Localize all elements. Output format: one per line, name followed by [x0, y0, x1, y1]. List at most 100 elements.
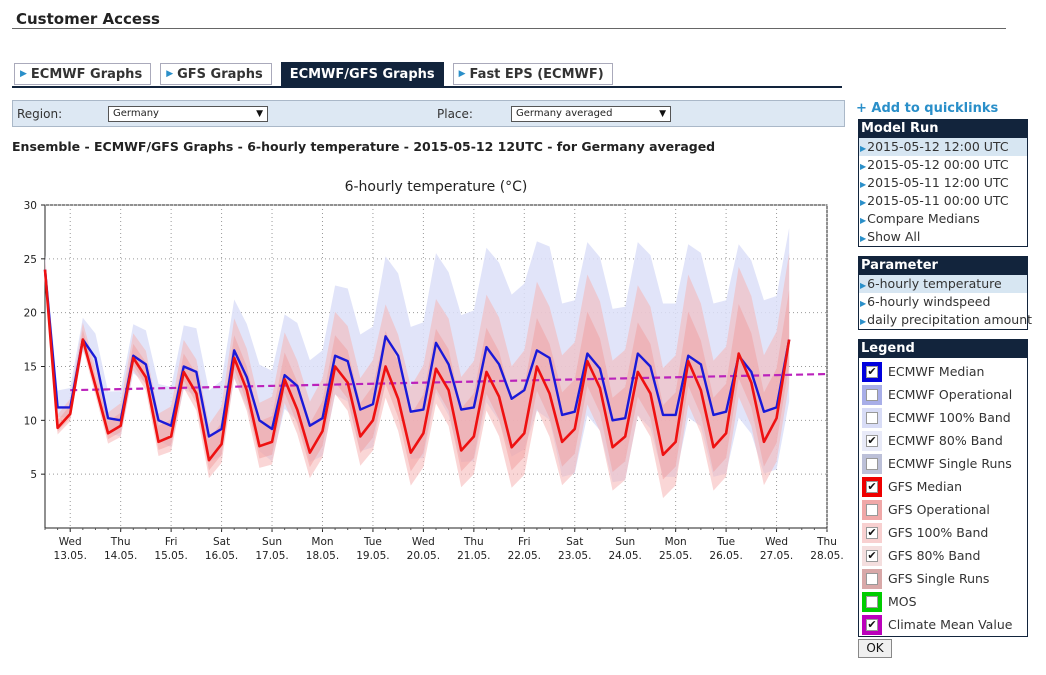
legend-item: ✔ GFS 80% Band	[859, 544, 1027, 567]
x-tick-date-label: 14.05.	[104, 550, 137, 562]
graph-tabs: ▶ ECMWF Graphs ▶ GFS Graphs ECMWF/GFS Grap…	[14, 62, 613, 87]
legend-checkbox[interactable]: ✔	[862, 361, 882, 382]
legend-item: ECMWF 100% Band	[859, 406, 1027, 429]
climate-mean-line	[70, 372, 828, 392]
list-arrow-icon: ▶	[860, 299, 867, 308]
list-arrow-icon: ▶	[860, 234, 867, 243]
parameter-item-label: 6-hourly temperature	[867, 276, 1002, 291]
model-run-item[interactable]: ▶2015-05-11 12:00 UTC	[859, 174, 1027, 192]
x-tick-date-label: 17.05.	[255, 550, 288, 562]
check-icon: ✔	[866, 364, 878, 378]
unchecked-box-icon	[866, 388, 878, 401]
x-tick-day-label: Wed	[59, 536, 82, 548]
tab-arrow-icon: ▶	[458, 69, 466, 79]
tab-arrow-icon: ▶	[166, 69, 174, 79]
tab-fast-eps-ecmwf[interactable]: ▶ Fast EPS (ECMWF)	[452, 63, 613, 85]
place-select-value: Germany averaged	[516, 108, 613, 119]
legend-checkbox[interactable]	[862, 591, 882, 612]
y-tick-label: 5	[30, 469, 37, 481]
graph-heading: Ensemble - ECMWF/GFS Graphs - 6-hourly t…	[12, 139, 716, 154]
tab-label: ECMWF/GFS Graphs	[289, 66, 435, 82]
legend-item-label: ECMWF Operational	[888, 387, 1013, 402]
x-tick-day-label: Sun	[615, 536, 635, 548]
legend-checkbox[interactable]: ✔	[862, 522, 882, 543]
gfs-100-band	[45, 252, 790, 499]
x-tick-date-label: 13.05.	[54, 550, 87, 562]
legend-item-label: GFS 80% Band	[888, 548, 981, 563]
parameter-item[interactable]: ▶daily precipitation amount	[859, 311, 1032, 329]
legend-item: MOS	[859, 590, 1027, 613]
parameter-panel: Parameter ▶6-hourly temperature ▶6-hourly…	[858, 256, 1032, 330]
legend-item: ✔ GFS Median	[859, 475, 1027, 498]
model-run-item-label: 2015-05-11 12:00 UTC	[867, 175, 1009, 190]
legend-checkbox[interactable]	[862, 407, 882, 428]
ok-button[interactable]: OK	[858, 639, 892, 658]
parameter-item[interactable]: ▶6-hourly windspeed	[859, 293, 1027, 311]
legend-item-label: ECMWF 80% Band	[888, 433, 1003, 448]
x-tick-date-label: 19.05.	[356, 550, 389, 562]
parameter-item[interactable]: ▶6-hourly temperature	[859, 275, 1027, 293]
tabs-divider	[12, 86, 842, 88]
place-select[interactable]: Germany averaged ▼	[511, 106, 671, 122]
tab-ecmwf-graphs[interactable]: ▶ ECMWF Graphs	[14, 63, 152, 85]
list-arrow-icon: ▶	[860, 162, 867, 171]
model-run-item[interactable]: ▶Compare Medians	[859, 210, 1027, 228]
x-tick-date-label: 20.05.	[407, 550, 440, 562]
model-run-item-label: 2015-05-11 00:00 UTC	[867, 193, 1009, 208]
x-tick-date-label: 26.05.	[709, 550, 742, 562]
check-icon: ✔	[866, 525, 878, 539]
model-run-item-label: Compare Medians	[867, 211, 980, 226]
temperature-chart: 5 10 15 20 25 30 Wed 13.05. Thu 14.05. Fri 15.05. Sa…	[24, 179, 844, 562]
chevron-down-icon: ▼	[659, 109, 666, 119]
x-tick-day-label: Fri	[518, 536, 531, 548]
gfs-80-band	[45, 263, 790, 480]
tab-ecmwf-gfs-graphs[interactable]: ECMWF/GFS Graphs	[280, 62, 444, 86]
legend-item-label: MOS	[888, 594, 917, 609]
legend-list: ✔ ECMWF Median ECMWF Operational ECMWF 100%…	[859, 358, 1027, 636]
x-tick-date-label: 23.05.	[558, 550, 591, 562]
legend-checkbox[interactable]: ✔	[862, 430, 882, 451]
legend-item: ✔ GFS 100% Band	[859, 521, 1027, 544]
region-select[interactable]: Germany ▼	[108, 106, 268, 122]
model-run-item[interactable]: ▶2015-05-12 00:00 UTC	[859, 156, 1027, 174]
model-run-item[interactable]: ▶2015-05-12 12:00 UTC	[859, 138, 1027, 156]
list-arrow-icon: ▶	[860, 180, 867, 189]
place-label: Place:	[437, 107, 473, 121]
tab-label: GFS Graphs	[177, 66, 263, 82]
region-label: Region:	[17, 107, 63, 121]
y-tick-label: 20	[24, 308, 37, 320]
parameter-item-label: daily precipitation amount	[867, 312, 1033, 327]
legend-checkbox[interactable]	[862, 499, 882, 520]
gfs-median-line	[43, 269, 791, 462]
legend-item-label: GFS Single Runs	[888, 571, 990, 586]
legend-item-label: Climate Mean Value	[888, 617, 1013, 632]
x-tick-day-label: Tue	[363, 536, 382, 548]
legend-checkbox[interactable]	[862, 568, 882, 589]
legend-checkbox[interactable]	[862, 453, 882, 474]
unchecked-box-icon	[866, 503, 878, 516]
legend-item-label: GFS Operational	[888, 502, 990, 517]
x-tick-day-label: Sun	[262, 536, 282, 548]
check-icon: ✔	[866, 548, 878, 562]
page-scrollbar[interactable]	[1040, 0, 1046, 675]
legend-checkbox[interactable]: ✔	[862, 476, 882, 497]
legend-checkbox[interactable]: ✔	[862, 545, 882, 566]
add-to-quicklinks-link[interactable]: + Add to quicklinks	[856, 101, 998, 116]
plus-icon: +	[856, 101, 872, 116]
tab-gfs-graphs[interactable]: ▶ GFS Graphs	[160, 63, 272, 85]
x-tick-day-label: Thu	[463, 536, 484, 548]
model-run-item[interactable]: ▶Show All	[859, 228, 1027, 246]
chevron-down-icon: ▼	[256, 109, 263, 119]
model-run-item[interactable]: ▶2015-05-11 00:00 UTC	[859, 192, 1027, 210]
model-run-item-label: 2015-05-12 00:00 UTC	[867, 157, 1009, 172]
x-tick-day-label: Sat	[566, 536, 583, 548]
unchecked-box-icon	[866, 411, 878, 424]
legend-checkbox[interactable]	[862, 384, 882, 405]
legend-checkbox[interactable]: ✔	[862, 614, 882, 635]
check-icon: ✔	[866, 617, 878, 631]
legend-item: GFS Operational	[859, 498, 1027, 521]
x-tick-day-label: Tue	[716, 536, 735, 548]
legend-item: ✔ Climate Mean Value	[859, 613, 1027, 636]
model-run-list: ▶2015-05-12 12:00 UTC ▶2015-05-12 00:00 U…	[859, 138, 1027, 246]
parameter-list: ▶6-hourly temperature ▶6-hourly windspeed…	[859, 275, 1032, 329]
